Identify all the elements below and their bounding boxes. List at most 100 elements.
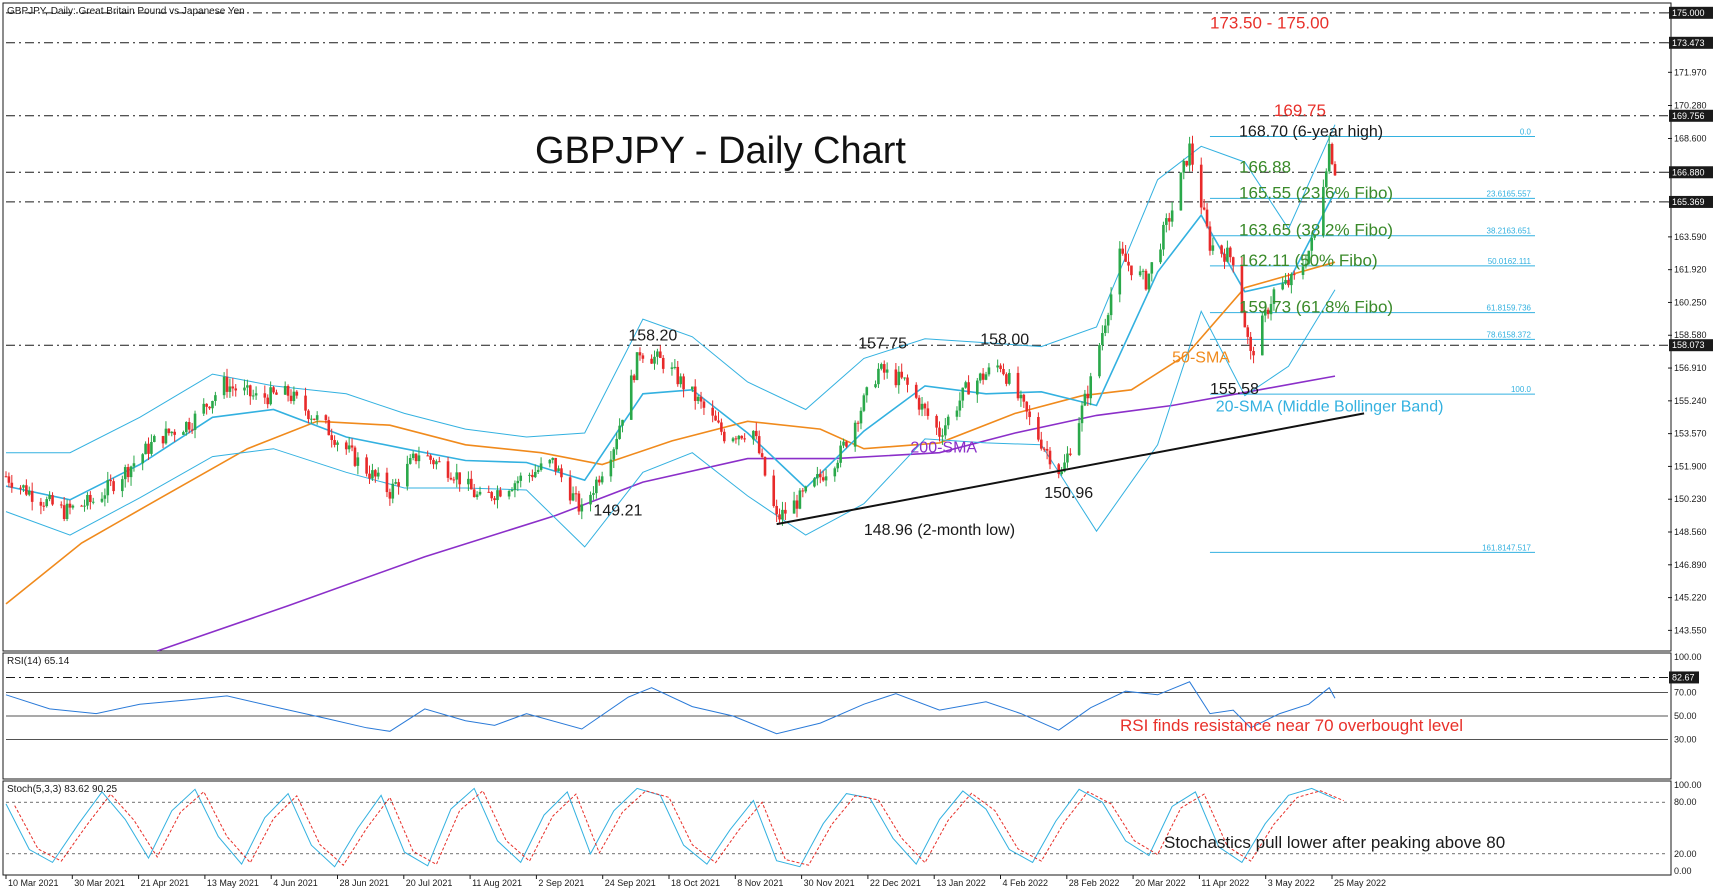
date-tick-label: 2 Sep 2021	[538, 878, 584, 888]
candle-body	[885, 369, 889, 373]
candle-body	[519, 475, 523, 481]
candle-body	[193, 413, 197, 430]
candle-body	[324, 415, 328, 421]
candle-body	[248, 385, 252, 397]
candle-body	[612, 449, 616, 460]
candle-body	[164, 428, 168, 444]
candle-body	[999, 365, 1002, 369]
date-tick-label: 30 Mar 2021	[74, 878, 125, 888]
candle-body	[1223, 253, 1226, 262]
candle-body	[693, 386, 697, 401]
candle-body	[865, 387, 869, 396]
candle-body	[68, 503, 72, 508]
candle-body	[59, 504, 63, 506]
candle-body	[1269, 303, 1273, 315]
price-tick-label: 156.910	[1674, 363, 1707, 373]
candle-body	[1069, 453, 1072, 455]
price-label-text: 169.756	[1672, 111, 1705, 121]
candle-body	[1322, 186, 1325, 236]
candle-body	[315, 415, 319, 420]
candle-body	[417, 455, 421, 462]
candle-body	[289, 395, 293, 402]
candle-body	[365, 457, 368, 474]
candle-body	[1263, 309, 1267, 316]
candle-body	[661, 357, 665, 369]
candle-body	[699, 396, 703, 402]
candle-body	[10, 482, 14, 488]
candle-body	[941, 435, 944, 437]
candle-body	[635, 352, 639, 381]
candle-body	[1307, 250, 1311, 264]
candle-body	[231, 386, 235, 389]
candle-body	[1080, 405, 1084, 424]
candle-body	[310, 418, 313, 420]
candle-body	[286, 386, 290, 396]
candle-body	[1301, 266, 1305, 275]
candle-body	[126, 467, 130, 478]
candle-body	[702, 401, 706, 408]
candle-body	[170, 431, 174, 434]
price-panel	[2, 2, 1672, 652]
candle-body	[429, 455, 432, 460]
candle-body	[1185, 160, 1188, 166]
candle-body	[112, 481, 115, 492]
candle-body	[682, 376, 685, 390]
candle-body	[344, 442, 348, 450]
candle-body	[1272, 289, 1276, 304]
candle-body	[920, 403, 924, 410]
stoch-info-label: Stoch(5,3,3) 83.62 90.25	[7, 784, 118, 795]
candle-body	[187, 422, 191, 430]
candle-body	[283, 386, 287, 395]
candle-body	[214, 395, 217, 401]
candle-body	[80, 505, 83, 507]
date-tick-label: 28 Jun 2021	[340, 878, 390, 888]
candle-body	[347, 445, 351, 450]
candle-body	[717, 420, 720, 423]
20-sma-middle-bollinger-band-line	[5, 191, 1336, 501]
candle-body	[190, 429, 194, 431]
candle-body	[513, 483, 517, 491]
candle-body	[1199, 164, 1203, 208]
candle-body	[1045, 448, 1049, 451]
candle-body	[432, 459, 435, 465]
candle-body	[595, 479, 598, 494]
candle-body	[859, 410, 863, 424]
candle-body	[696, 396, 700, 401]
candle-body	[91, 501, 95, 503]
rsi-tick-label: 100.00	[1674, 652, 1702, 662]
candle-body	[798, 490, 802, 509]
candle-body	[1260, 315, 1264, 356]
candle-body	[385, 472, 389, 493]
candle-body	[71, 505, 75, 508]
price-tick-label: 145.220	[1674, 593, 1707, 603]
candle-body	[202, 403, 206, 414]
candle-body	[22, 485, 25, 488]
candle-body	[740, 435, 744, 439]
candle-body	[967, 382, 970, 395]
candle-body	[487, 491, 491, 493]
candle-body	[1138, 271, 1142, 276]
candle-body	[1150, 262, 1154, 274]
candle-body	[659, 351, 662, 358]
candle-body	[775, 505, 778, 515]
candle-body	[1188, 143, 1191, 166]
candle-body	[147, 443, 150, 454]
candle-body	[609, 459, 613, 477]
chart-annotation: 150.96	[1044, 485, 1093, 502]
chart-annotation: 20-SMA (Middle Bollinger Band)	[1216, 398, 1444, 415]
candle-body	[1127, 261, 1130, 266]
rsi-tick-label: 70.00	[1674, 687, 1697, 697]
candle-body	[211, 400, 214, 409]
candle-body	[292, 391, 296, 402]
candle-body	[824, 476, 828, 481]
candle-body	[150, 441, 153, 454]
candle-body	[833, 468, 837, 477]
candle-body	[691, 386, 694, 390]
candle-body	[754, 430, 758, 437]
candle-body	[153, 436, 156, 442]
candle-body	[752, 430, 755, 440]
candle-body	[30, 490, 34, 502]
candle-body	[978, 373, 982, 381]
candle-body	[784, 509, 787, 514]
